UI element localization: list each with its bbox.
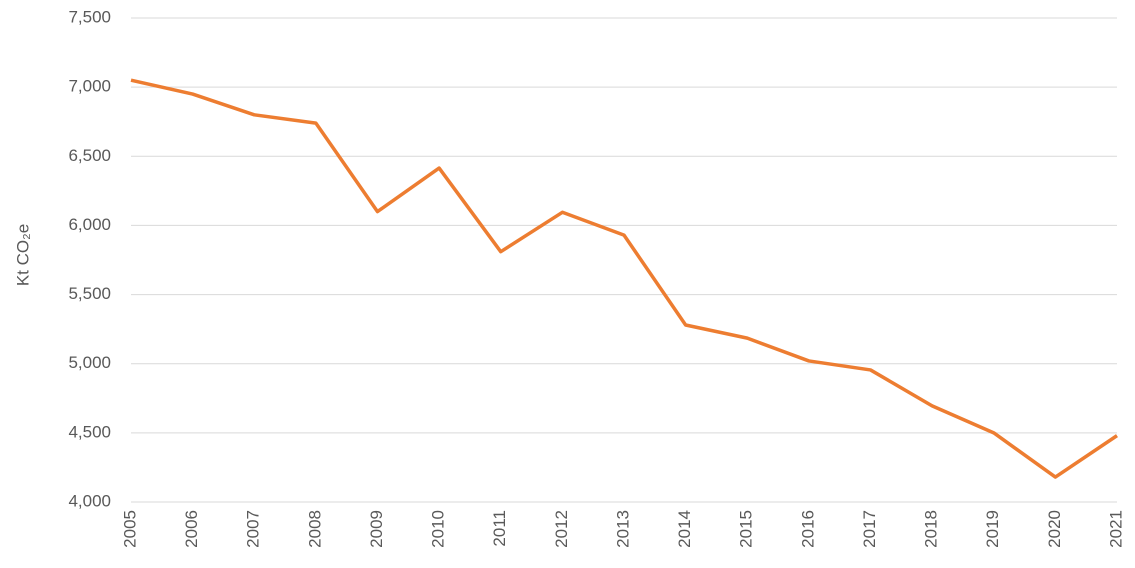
x-tick-label: 2006 bbox=[182, 510, 201, 548]
y-tick-label: 5,000 bbox=[68, 353, 111, 372]
x-tick-label: 2015 bbox=[737, 510, 756, 548]
x-tick-label: 2014 bbox=[675, 510, 694, 548]
x-tick-label: 2020 bbox=[1045, 510, 1064, 548]
y-tick-label: 7,500 bbox=[68, 7, 111, 26]
x-tick-label: 2011 bbox=[490, 510, 509, 547]
x-tick-label: 2021 bbox=[1106, 510, 1125, 548]
x-tick-label: 2010 bbox=[429, 510, 448, 548]
y-tick-label: 6,000 bbox=[68, 215, 111, 234]
x-tick-label: 2018 bbox=[922, 510, 941, 548]
y-tick-label: 7,000 bbox=[68, 77, 111, 96]
y-tick-label: 5,500 bbox=[68, 284, 111, 303]
y-tick-label: 4,500 bbox=[68, 422, 111, 441]
x-tick-label: 2013 bbox=[613, 510, 632, 548]
x-tick-label: 2005 bbox=[120, 510, 139, 548]
y-tick-label: 4,000 bbox=[68, 491, 111, 510]
x-tick-label: 2012 bbox=[552, 510, 571, 548]
x-tick-label: 2017 bbox=[860, 510, 879, 548]
x-tick-label: 2009 bbox=[367, 510, 386, 548]
y-tick-label: 6,500 bbox=[68, 146, 111, 165]
x-tick-label: 2007 bbox=[244, 510, 263, 548]
x-tick-label: 2019 bbox=[983, 510, 1002, 548]
data-line bbox=[130, 78, 1118, 479]
y-axis-label: Kt CO₂e bbox=[13, 224, 32, 286]
x-tick-label: 2016 bbox=[798, 510, 817, 548]
x-tick-label: 2008 bbox=[305, 510, 324, 548]
